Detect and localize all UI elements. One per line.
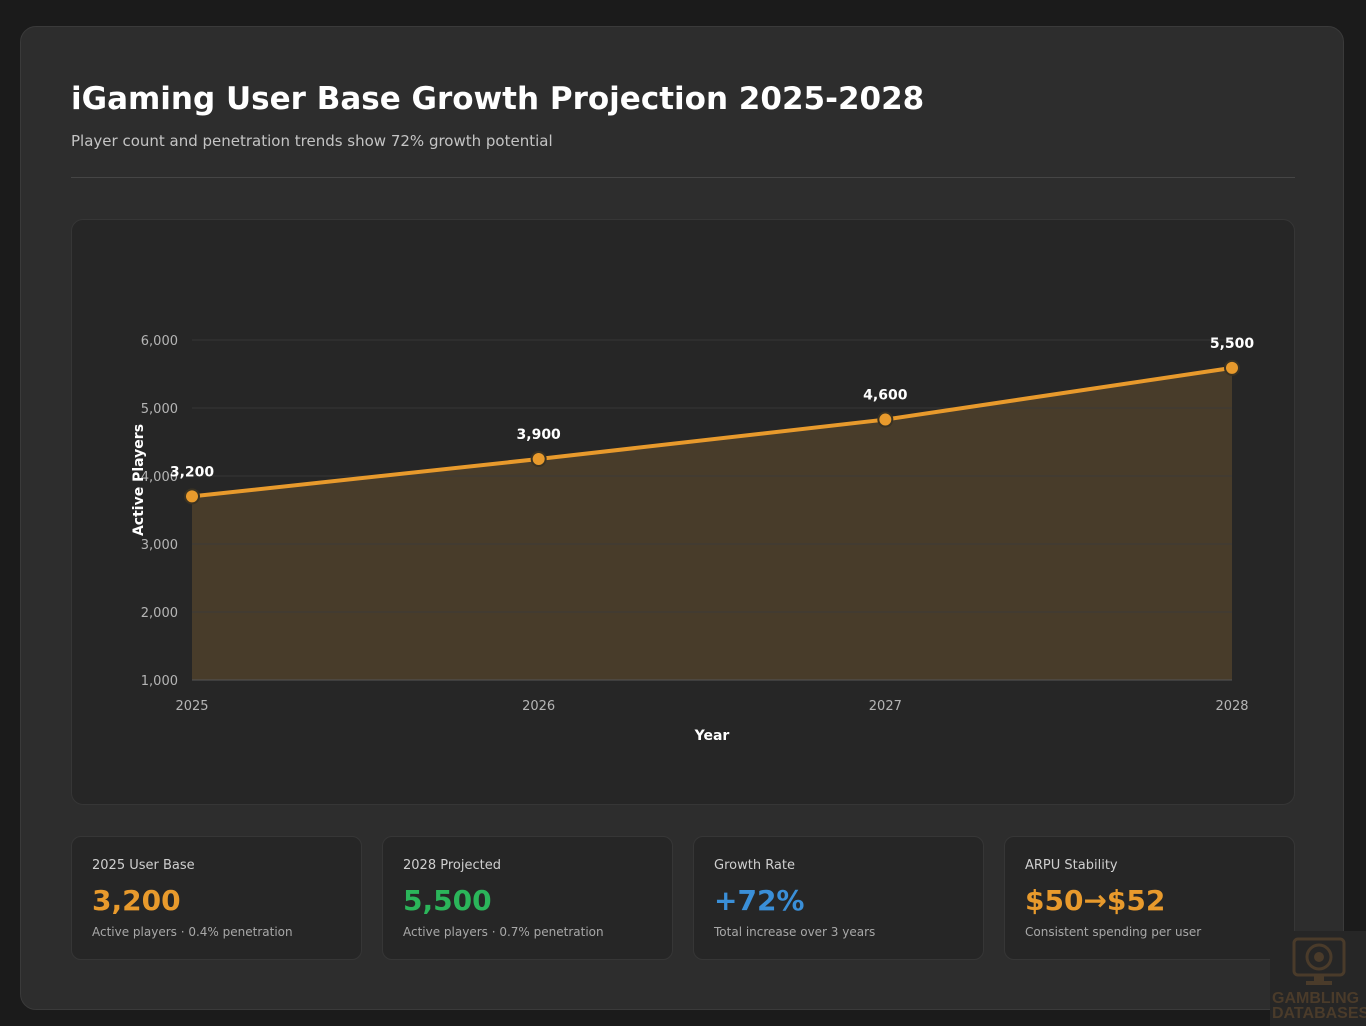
- x-tick-label: 2025: [175, 699, 208, 714]
- data-point: [530, 451, 547, 467]
- area-fill: [192, 367, 1232, 680]
- y-tick-label: 6,000: [141, 334, 178, 349]
- page-subtitle: Player count and penetration trends show…: [71, 132, 553, 150]
- stat-value: +72%: [714, 884, 805, 917]
- y-tick-label: 2,000: [141, 606, 178, 621]
- header-divider: [71, 177, 1295, 178]
- stat-value: 3,200: [92, 884, 181, 917]
- chart-panel: 1,000 2,000 3,000 4,000 5,000 6,000 2025 2026 20…: [71, 219, 1295, 805]
- x-tick-label: 2028: [1215, 699, 1248, 714]
- area-chart: 1,000 2,000 3,000 4,000 5,000 6,000 2025 2026 20…: [131, 334, 1255, 744]
- watermark-text: GAMBLING DATABASES: [1272, 990, 1366, 1022]
- stat-label: Growth Rate: [714, 858, 795, 873]
- stat-label: 2028 Projected: [403, 858, 501, 873]
- page-title: iGaming User Base Growth Projection 2025…: [71, 81, 925, 117]
- stat-card-arpu-stability: ARPU Stability $50→$52 Consistent spendi…: [1004, 836, 1295, 960]
- stat-card-2025-user-base: 2025 User Base 3,200 Active players · 0.…: [71, 836, 362, 960]
- stat-label: ARPU Stability: [1025, 858, 1118, 873]
- casino-chip-monitor-icon: [1292, 937, 1346, 985]
- stat-description: Active players · 0.4% penetration: [92, 925, 293, 939]
- stat-card-growth-rate: Growth Rate +72% Total increase over 3 y…: [693, 836, 984, 960]
- stat-card-2028-projected: 2028 Projected 5,500 Active players · 0.…: [382, 836, 673, 960]
- data-point: [1224, 359, 1240, 376]
- data-point: [184, 488, 200, 505]
- y-tick-label: 4,000: [141, 470, 178, 485]
- y-axis-title: Active Players: [131, 424, 147, 536]
- y-tick-label: 1,000: [141, 674, 178, 689]
- watermark-line-1: GAMBLING: [1272, 990, 1360, 1007]
- data-label: 4,600: [863, 388, 908, 404]
- report-card: iGaming User Base Growth Projection 2025…: [20, 26, 1344, 1010]
- data-label: 3,200: [170, 464, 215, 480]
- series-line: [190, 365, 1234, 499]
- data-label: 3,900: [517, 427, 562, 443]
- stat-value: $50→$52: [1025, 884, 1166, 917]
- y-tick-label: 5,000: [141, 402, 178, 417]
- x-axis-title: Year: [694, 728, 730, 744]
- data-label: 5,500: [1210, 336, 1255, 352]
- stat-label: 2025 User Base: [92, 858, 195, 873]
- stat-value: 5,500: [403, 884, 492, 917]
- stat-description: Consistent spending per user: [1025, 925, 1202, 939]
- data-point: [877, 411, 894, 428]
- stat-description: Total increase over 3 years: [714, 925, 876, 939]
- x-tick-label: 2027: [869, 699, 902, 714]
- stat-description: Active players · 0.7% penetration: [403, 925, 604, 939]
- y-tick-label: 3,000: [141, 538, 178, 553]
- x-tick-label: 2026: [522, 699, 555, 714]
- watermark-line-2: DATABASES: [1272, 1005, 1366, 1022]
- watermark: GAMBLING DATABASES: [1270, 931, 1366, 1026]
